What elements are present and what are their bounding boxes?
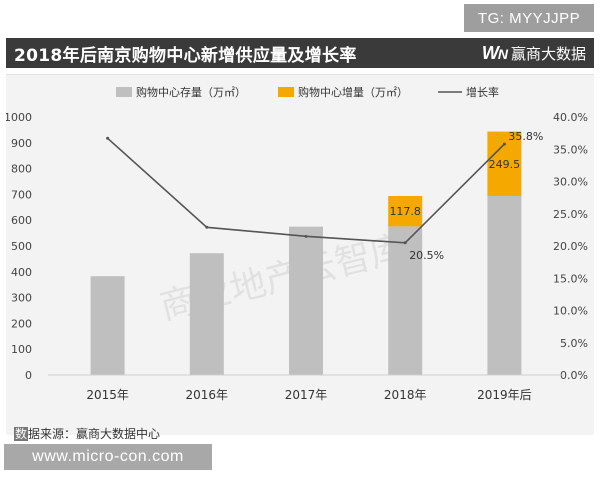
legend-label-growth: 增长率 — [466, 85, 499, 99]
growth-label: 20.5% — [409, 249, 444, 262]
growth-point — [304, 234, 308, 238]
bar-stock — [388, 226, 423, 375]
legend-label-stock: 购物中心存量（万㎡） — [136, 85, 246, 99]
bar-stock — [90, 276, 125, 375]
bar-increment-label: 117.8 — [389, 205, 421, 218]
growth-point — [205, 225, 209, 229]
x-tick-label: 2018年 — [384, 388, 427, 402]
y2-tick-label: 5.0% — [560, 337, 588, 350]
legend-swatch-increment — [278, 87, 294, 97]
legend-label-increment: 购物中心增量（万㎡） — [298, 85, 408, 99]
x-tick-label: 2019年后 — [477, 388, 532, 402]
y2-tick-label: 20.0% — [553, 240, 588, 253]
chart-title: 2018年后南京购物中心新增供应量及增长率 — [14, 45, 357, 66]
y2-tick-label: 30.0% — [553, 176, 588, 189]
y-tick-label: 100 — [11, 343, 32, 356]
x-tick-label: 2015年 — [86, 388, 129, 402]
x-tick-label: 2016年 — [186, 388, 229, 402]
growth-point — [106, 136, 110, 140]
y-tick-label: 1000 — [6, 111, 32, 124]
y-tick-label: 500 — [11, 240, 32, 253]
brand-name: 赢商大数据 — [510, 44, 586, 63]
brand-logo-icon: WN — [481, 42, 508, 63]
bar-increment-label: 249.5 — [489, 158, 521, 171]
footer-url: www.micro-con.com — [4, 444, 212, 470]
bar-increment — [487, 131, 522, 196]
x-tick-label: 2017年 — [285, 388, 328, 402]
growth-point — [403, 241, 407, 245]
brand: WN 赢商大数据 — [482, 43, 586, 64]
y-tick-label: 300 — [11, 292, 32, 305]
y-tick-label: 700 — [11, 188, 32, 201]
y-tick-label: 400 — [11, 266, 32, 279]
growth-label: 35.8% — [508, 130, 543, 143]
y2-tick-label: 10.0% — [553, 305, 588, 318]
source-text: 据来源：赢商大数据中心 — [28, 427, 161, 441]
y2-tick-label: 40.0% — [553, 111, 588, 124]
source-lead: 数 — [14, 427, 29, 441]
bar-stock — [289, 226, 323, 375]
bar-stock — [189, 253, 224, 375]
y-tick-label: 900 — [11, 137, 32, 150]
chart-panel: 购物中心存量（万㎡） 购物中心增量（万㎡） 增长率 0 100 200 300 400 500 6… — [6, 74, 594, 435]
data-source: 数据来源：赢商大数据中心 — [14, 425, 160, 442]
bar-stock — [487, 195, 522, 375]
y2-tick-label: 25.0% — [553, 208, 588, 221]
tg-badge: TG: MYYJJPP — [464, 4, 594, 32]
y2-tick-label: 15.0% — [553, 272, 588, 285]
chart: 购物中心存量（万㎡） 购物中心增量（万㎡） 增长率 0 100 200 300 400 500 6… — [6, 85, 588, 402]
y-tick-label: 0 — [25, 369, 32, 382]
header-bar: 2018年后南京购物中心新增供应量及增长率 WN 赢商大数据 — [6, 38, 594, 68]
bar-increment — [388, 195, 423, 227]
legend-swatch-stock — [116, 87, 132, 97]
y-tick-label: 800 — [11, 163, 32, 176]
y-tick-label: 200 — [11, 317, 32, 330]
y2-tick-label: 35.0% — [553, 143, 588, 156]
y-tick-label: 600 — [11, 214, 32, 227]
growth-point — [502, 142, 506, 146]
y2-tick-label: 0.0% — [560, 369, 588, 382]
